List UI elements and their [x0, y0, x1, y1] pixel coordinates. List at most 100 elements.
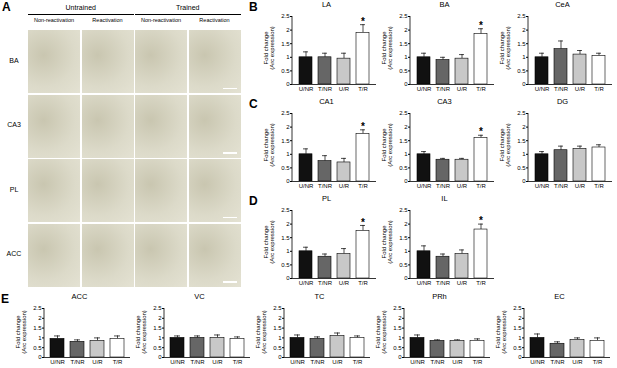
svg-text:2: 2: [158, 315, 162, 321]
svg-text:0: 0: [398, 354, 402, 360]
svg-text:0.5: 0.5: [399, 68, 408, 74]
svg-text:1: 1: [522, 151, 526, 157]
svg-text:1.5: 1.5: [281, 138, 290, 144]
svg-text:1: 1: [286, 151, 290, 157]
svg-text:0: 0: [38, 354, 42, 360]
svg-text:T/R: T/R: [476, 280, 486, 286]
svg-text:1.5: 1.5: [33, 325, 42, 331]
svg-text:U/NR: U/NR: [290, 359, 305, 365]
svg-text:2: 2: [286, 221, 290, 227]
svg-text:T/NR: T/NR: [436, 86, 451, 92]
svg-text:U/R: U/R: [332, 359, 343, 365]
svg-text:0: 0: [404, 178, 408, 184]
svg-text:T/NR: T/NR: [554, 183, 569, 189]
svg-text:T/NR: T/NR: [318, 280, 333, 286]
svg-text:0.5: 0.5: [399, 262, 408, 268]
svg-text:2: 2: [286, 27, 290, 33]
svg-text:1.5: 1.5: [517, 41, 526, 47]
svg-text:1: 1: [286, 248, 290, 254]
svg-text:U/R: U/R: [212, 359, 223, 365]
svg-text:U/R: U/R: [339, 280, 350, 286]
svg-text:2: 2: [404, 27, 408, 33]
svg-text:U/R: U/R: [452, 359, 463, 365]
svg-text:0.5: 0.5: [513, 345, 522, 351]
svg-text:T/NR: T/NR: [554, 86, 569, 92]
svg-text:1: 1: [158, 335, 162, 341]
svg-text:U/NR: U/NR: [417, 280, 432, 286]
svg-text:1.5: 1.5: [281, 41, 290, 47]
svg-text:1.5: 1.5: [273, 325, 282, 331]
svg-text:2: 2: [404, 221, 408, 227]
svg-text:2.5: 2.5: [281, 13, 290, 19]
svg-text:1: 1: [278, 335, 282, 341]
svg-text:2.5: 2.5: [153, 305, 162, 311]
svg-text:0: 0: [278, 354, 282, 360]
svg-text:T/R: T/R: [593, 359, 603, 365]
svg-text:0.5: 0.5: [33, 345, 42, 351]
svg-text:2: 2: [522, 27, 526, 33]
svg-text:0: 0: [158, 354, 162, 360]
svg-text:T/R: T/R: [353, 359, 363, 365]
svg-text:T/NR: T/NR: [436, 183, 451, 189]
svg-text:U/NR: U/NR: [417, 86, 432, 92]
svg-text:1: 1: [404, 54, 408, 60]
svg-text:0.5: 0.5: [273, 345, 282, 351]
svg-text:0.5: 0.5: [517, 165, 526, 171]
svg-text:T/R: T/R: [358, 280, 368, 286]
svg-text:0: 0: [518, 354, 522, 360]
svg-text:1.5: 1.5: [399, 235, 408, 241]
svg-text:T/NR: T/NR: [551, 359, 566, 365]
svg-text:1.5: 1.5: [281, 235, 290, 241]
svg-text:U/NR: U/NR: [50, 359, 65, 365]
svg-text:U/R: U/R: [339, 183, 350, 189]
svg-text:2: 2: [38, 315, 42, 321]
svg-text:0: 0: [404, 81, 408, 87]
svg-text:2: 2: [278, 315, 282, 321]
svg-text:1.5: 1.5: [399, 41, 408, 47]
svg-text:T/R: T/R: [358, 86, 368, 92]
svg-text:0: 0: [286, 81, 290, 87]
svg-text:1: 1: [518, 335, 522, 341]
svg-text:T/NR: T/NR: [318, 86, 333, 92]
svg-text:2.5: 2.5: [281, 207, 290, 213]
svg-text:1: 1: [404, 248, 408, 254]
svg-text:T/NR: T/NR: [71, 359, 86, 365]
svg-text:0.5: 0.5: [393, 345, 402, 351]
svg-text:U/NR: U/NR: [299, 86, 314, 92]
svg-text:0.5: 0.5: [399, 165, 408, 171]
svg-text:U/NR: U/NR: [299, 183, 314, 189]
svg-text:T/R: T/R: [233, 359, 243, 365]
svg-text:2.5: 2.5: [517, 110, 526, 116]
svg-text:0.5: 0.5: [281, 165, 290, 171]
svg-text:2: 2: [522, 124, 526, 130]
svg-text:0: 0: [286, 178, 290, 184]
svg-text:*: *: [479, 126, 483, 137]
svg-text:0.5: 0.5: [281, 262, 290, 268]
svg-text:U/R: U/R: [339, 86, 350, 92]
svg-text:2.5: 2.5: [33, 305, 42, 311]
svg-text:U/R: U/R: [457, 86, 468, 92]
svg-text:0.5: 0.5: [281, 68, 290, 74]
svg-text:2.5: 2.5: [399, 13, 408, 19]
svg-text:1.5: 1.5: [153, 325, 162, 331]
svg-text:T/NR: T/NR: [191, 359, 206, 365]
svg-text:T/NR: T/NR: [318, 183, 333, 189]
svg-text:T/NR: T/NR: [431, 359, 446, 365]
svg-text:*: *: [361, 16, 365, 27]
svg-text:2.5: 2.5: [513, 305, 522, 311]
svg-text:1.5: 1.5: [513, 325, 522, 331]
svg-text:1.5: 1.5: [399, 138, 408, 144]
svg-text:2: 2: [398, 315, 402, 321]
svg-text:2.5: 2.5: [399, 110, 408, 116]
svg-text:U/R: U/R: [575, 86, 586, 92]
svg-text:U/NR: U/NR: [417, 183, 432, 189]
svg-text:T/R: T/R: [473, 359, 483, 365]
svg-text:T/R: T/R: [476, 86, 486, 92]
svg-text:1.5: 1.5: [517, 138, 526, 144]
svg-text:U/NR: U/NR: [299, 280, 314, 286]
svg-text:2.5: 2.5: [281, 110, 290, 116]
svg-text:2: 2: [404, 124, 408, 130]
svg-text:T/NR: T/NR: [311, 359, 326, 365]
svg-text:2.5: 2.5: [399, 207, 408, 213]
svg-text:T/R: T/R: [358, 183, 368, 189]
